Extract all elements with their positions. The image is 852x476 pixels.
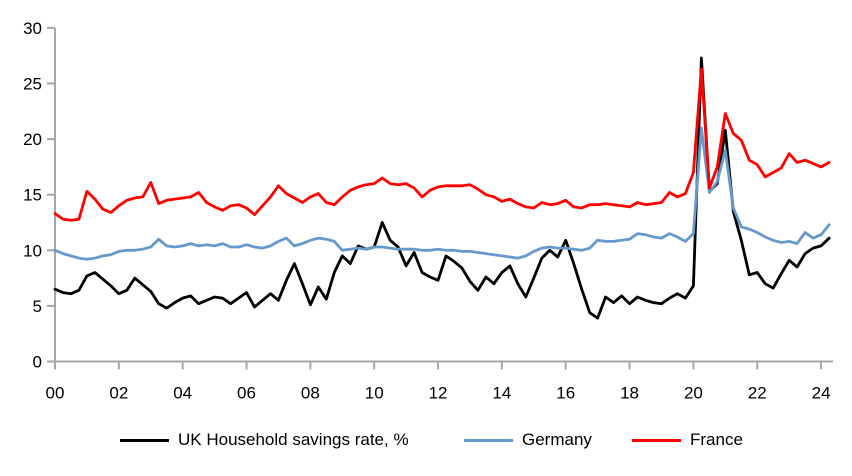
y-tick-label: 25 — [23, 75, 42, 94]
x-tick-label: 14 — [492, 384, 511, 403]
x-tick-label: 24 — [812, 384, 831, 403]
x-tick-label: 10 — [365, 384, 384, 403]
legend-label-uk: UK Household savings rate, % — [178, 430, 409, 449]
x-tick-label: 00 — [46, 384, 65, 403]
y-tick-label: 15 — [23, 186, 42, 205]
legend-line-uk-icon — [120, 438, 169, 442]
y-tick-label: 0 — [33, 353, 42, 372]
x-tick-label: 20 — [684, 384, 703, 403]
series-line-1 — [53, 126, 831, 261]
y-tick-label: 20 — [23, 130, 42, 149]
x-tick-label: 18 — [620, 384, 639, 403]
x-tick-label: 16 — [556, 384, 575, 403]
line-chart: 0 5 10 15 20 25 30 00 02 04 06 08 10 12 14 16 18 20 22 24 — [23, 19, 833, 403]
legend-item-france: France — [632, 428, 743, 452]
x-tick-label: 08 — [301, 384, 320, 403]
legend-item-germany: Germany — [464, 428, 592, 452]
legend-label-germany: Germany — [522, 430, 592, 449]
legend-line-france-icon — [632, 438, 681, 442]
x-tick-label: 06 — [237, 384, 256, 403]
x-tick-label: 12 — [429, 384, 448, 403]
legend-label-france: France — [690, 430, 743, 449]
legend-line-germany-icon — [464, 438, 513, 442]
series-line-2 — [53, 67, 831, 222]
y-tick-label: 10 — [23, 241, 42, 260]
x-tick-label: 02 — [109, 384, 128, 403]
chart-svg: 0 5 10 15 20 25 30 00 02 04 06 08 10 12 14 16 18 20 22 24 — [23, 19, 833, 403]
y-tick-label: 30 — [23, 19, 42, 38]
legend: UK Household savings rate, % Germany Fra… — [0, 428, 852, 454]
legend-item-uk: UK Household savings rate, % — [120, 428, 409, 452]
x-tick-label: 04 — [173, 384, 192, 403]
y-tick-label: 5 — [33, 297, 42, 316]
x-tick-label: 22 — [748, 384, 767, 403]
